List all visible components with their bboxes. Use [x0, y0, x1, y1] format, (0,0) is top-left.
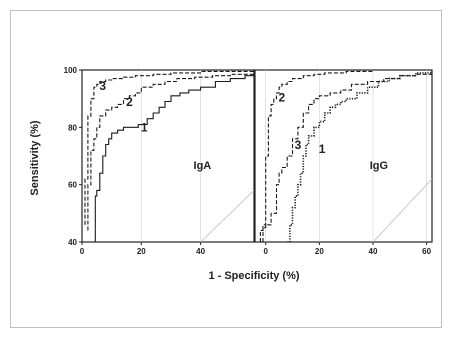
y-tick-label: 100: [64, 66, 78, 75]
panel-iga: 0 20 40 12 3 IgA: [80, 69, 255, 256]
x-tick-label: 40: [369, 247, 378, 256]
x-tick-label: 20: [315, 247, 324, 256]
roc-curve-3: [259, 72, 432, 242]
reference-diagonal: [372, 178, 432, 242]
reference-diagonal: [200, 190, 254, 242]
roc-curve-2: [262, 70, 432, 242]
panel-border: [81, 69, 255, 243]
x-tick-label: 20: [137, 247, 146, 256]
roc-curve-1: [94, 72, 254, 242]
x-axis-label: 1 - Specificity (%): [208, 270, 299, 282]
x-tick-label: 60: [422, 247, 431, 256]
panel-label: IgG: [370, 160, 388, 172]
x-tick-label: 0: [264, 247, 269, 256]
curve-label: 1: [141, 121, 148, 135]
y-tick-label: 60: [68, 181, 77, 190]
panel-label: IgA: [194, 160, 212, 172]
curve-label: 2: [278, 91, 285, 105]
curve-label: 3: [295, 138, 302, 152]
curve-label: 1: [319, 142, 326, 156]
roc-curve-1: [287, 71, 432, 242]
y-tick-label: 80: [68, 123, 77, 132]
x-tick-label: 40: [196, 247, 205, 256]
curve-label: 3: [99, 79, 106, 93]
x-tick-label: 0: [80, 247, 85, 256]
roc-curve-3: [84, 70, 254, 225]
panel-igg: 0 20 40 60 1 2 3 IgG: [254, 69, 433, 256]
curve-label: 2: [126, 95, 133, 109]
roc-curve-2: [87, 72, 254, 231]
y-tick-label: 40: [68, 238, 77, 247]
y-axis: 40 60 80 100: [64, 66, 82, 247]
panel-border: [254, 69, 433, 243]
y-axis-label: Sensitivity (%): [29, 120, 41, 196]
